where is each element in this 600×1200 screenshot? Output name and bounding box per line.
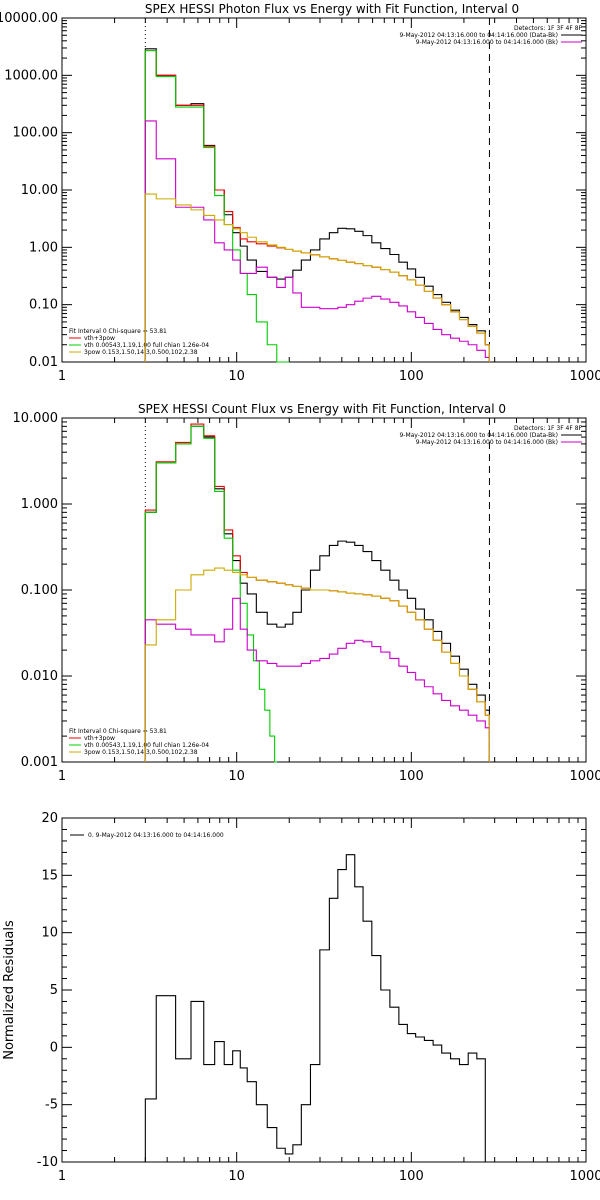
legend-entry-bk: 9-May-2012 04:13:16.000 to 04:14:16.000 …	[416, 39, 558, 46]
legend-entry-3pow: 3pow 0.153,1.50,14.3,0.500,102,2.38	[84, 349, 198, 356]
chart-title-count: SPEX HESSI Count Flux vs Energy with Fit…	[138, 402, 506, 416]
x-tick-label: 10	[228, 1169, 245, 1184]
x-tick-label: 1000	[569, 369, 600, 384]
y-tick-label: 0	[50, 1040, 58, 1055]
y-tick-label: 10.000	[13, 411, 59, 426]
y-tick-label: 10	[41, 926, 58, 941]
y-tick-label: 0.10	[29, 298, 58, 313]
x-tick-label: 10	[228, 769, 245, 784]
panel-residuals: Normalized Residuals 0. 9-May-2012 04:13…	[2, 817, 587, 1163]
x-tick-label: 100	[399, 1169, 424, 1184]
legend-entry-data-bk-count: 9-May-2012 04:13:16.000 to 04:14:16.000 …	[399, 432, 558, 439]
legend-entry-3pow-count: 3pow 0.153,1.50,14.3,0.500,102,2.38	[84, 749, 198, 756]
y-tick-label: 5	[50, 983, 58, 998]
x-tick-label: 1	[58, 769, 66, 784]
legend-bottom-count: Fit Interval 0 Chi-square = 53.81 vth+3p…	[69, 728, 209, 756]
legend-bottom-photon: Fit Interval 0 Chi-square = 53.81 vth+3p…	[69, 328, 209, 356]
chart-title-photon: SPEX HESSI Photon Flux vs Energy with Fi…	[145, 2, 519, 16]
y-tick-label: 1.000	[21, 497, 58, 512]
y-tick-label: 0.001	[21, 755, 58, 770]
legend-entry-data-bk: 9-May-2012 04:13:16.000 to 04:14:16.000 …	[399, 32, 558, 39]
legend-entry-vth: vth 0.00543,1.19,1.00 full chian 1.26e-0…	[84, 342, 209, 349]
chart-0-marks: 1 10 100 1000 0.01 0.10 1.00 10.00 100.00 1000.00…	[0, 11, 600, 384]
legend-detectors: Detectors: 1F 3F 4F 8F	[514, 25, 583, 32]
x-tick-label: 10	[228, 369, 245, 384]
legend-entry-vth3pow-count: vth+3pow	[84, 735, 115, 742]
legend-fit-header-count: Fit Interval 0 Chi-square = 53.81	[69, 728, 167, 735]
legend-top-count: Detectors: 1F 3F 4F 8F 9-May-2012 04:13:…	[399, 425, 582, 446]
legend-entry-bk-count: 9-May-2012 04:13:16.000 to 04:14:16.000 …	[416, 439, 558, 446]
y-tick-label: 10000.00	[0, 11, 58, 26]
series-3-line	[144, 120, 490, 362]
y-tick-label: 1000.00	[4, 68, 58, 83]
chart-2-marks: 1 10 100 1000 -10 -5 0 5 10 15 20	[37, 811, 600, 1184]
plot-frame-photon	[61, 17, 587, 363]
series-4-line	[144, 567, 490, 762]
x-tick-label: 1000	[569, 769, 600, 784]
y-tick-label: 20	[41, 811, 58, 826]
x-tick-label: 100	[399, 369, 424, 384]
series-1-line	[144, 423, 490, 762]
series-2-line	[144, 50, 290, 363]
series-0-line	[144, 425, 490, 762]
y-tick-label: -10	[37, 1155, 58, 1170]
plot-frame-residuals	[61, 817, 587, 1163]
y-tick-label: 1.00	[29, 240, 58, 255]
x-tick-label: 1000	[569, 1169, 600, 1184]
panel-count-flux: SPEX HESSI Count Flux vs Energy with Fit…	[61, 402, 587, 763]
legend-entry-residuals: 0. 9-May-2012 04:13:16.000 to 04:14:16.0…	[88, 832, 224, 839]
x-tick-label: 1	[58, 369, 66, 384]
series-0-line	[144, 854, 490, 1163]
x-tick-label: 100	[399, 769, 424, 784]
y-tick-label: -5	[45, 1098, 58, 1113]
legend-top-photon: Detectors: 1F 3F 4F 8F 9-May-2012 04:13:…	[399, 25, 582, 46]
y-tick-label: 15	[41, 868, 58, 883]
y-tick-label: 10.00	[21, 183, 58, 198]
series-2-line	[144, 425, 277, 763]
series-3-line	[144, 597, 490, 762]
legend-residuals: 0. 9-May-2012 04:13:16.000 to 04:14:16.0…	[70, 832, 224, 839]
panel-photon-flux: SPEX HESSI Photon Flux vs Energy with Fi…	[61, 2, 587, 363]
legend-entry-vth-count: vth 0.00543,1.19,1.00 full chian 1.26e-0…	[84, 742, 209, 749]
y-tick-label: 0.100	[21, 583, 58, 598]
legend-entry-vth3pow: vth+3pow	[84, 335, 115, 342]
y-axis-label-residuals: Normalized Residuals	[2, 920, 17, 1060]
y-tick-label: 0.010	[21, 669, 58, 684]
y-tick-label: 100.00	[13, 126, 59, 141]
legend-detectors-count: Detectors: 1F 3F 4F 8F	[514, 425, 583, 432]
chart-1-marks: 1 10 100 1000 0.001 0.010 0.100 1.000 10.000	[13, 411, 600, 784]
y-tick-label: 0.01	[29, 355, 58, 370]
x-tick-label: 1	[58, 1169, 66, 1184]
legend-fit-header: Fit Interval 0 Chi-square = 53.81	[69, 328, 167, 335]
series-4-line	[144, 193, 490, 362]
series-1-line	[144, 50, 490, 362]
chart-marks: 1 10 100 10000.010.101.0010.00100.001000.00…	[0, 11, 600, 1184]
series-0-line	[144, 48, 490, 362]
